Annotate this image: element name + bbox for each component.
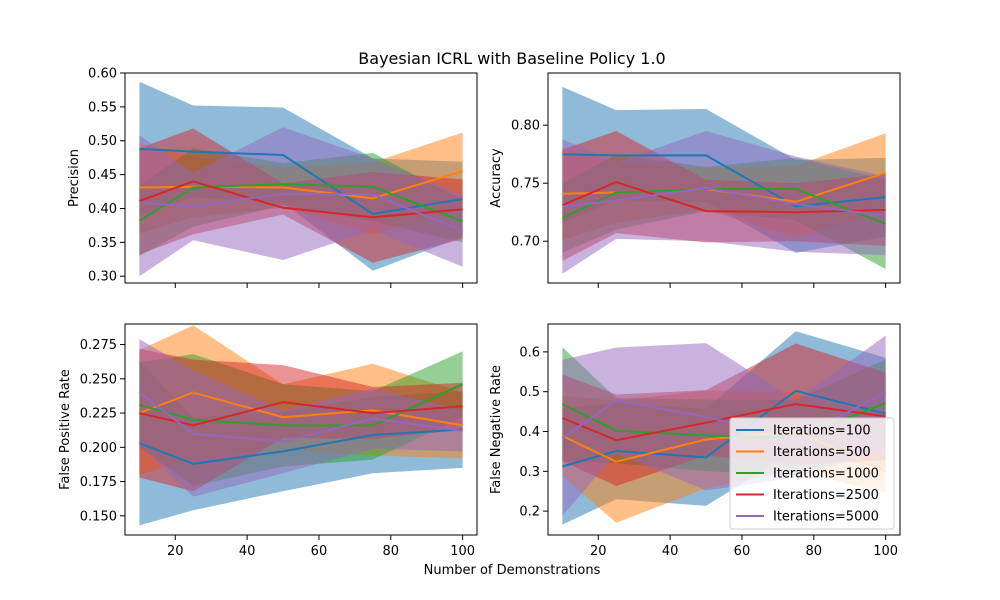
y-tick-label: 0.4	[519, 425, 540, 440]
series-line-iterations-100	[139, 428, 463, 465]
axes-frame	[124, 323, 478, 536]
y-tick-label: 0.2	[519, 505, 540, 520]
y-axis-label: False Negative Rate	[489, 365, 504, 494]
y-tick-label: 0.40	[88, 202, 117, 217]
legend-entry: Iterations=500	[773, 445, 871, 460]
legend-entry: Iterations=100	[773, 424, 871, 439]
y-tick-label: 0.45	[88, 168, 117, 183]
subplot-bottom-left: 20 40 60 80 100 0.150 0.175 0.200 0.225 0.250 0.27…	[58, 323, 478, 559]
y-tick-label: 0.5	[519, 385, 540, 400]
subplot-top-right: 0.70 0.75 0.80 Accuracy	[489, 72, 901, 288]
x-tick-label: 20	[167, 544, 184, 559]
axes-frame	[124, 72, 478, 284]
series-line-iterations-2500	[139, 180, 463, 219]
series-line-iterations-100	[562, 389, 886, 468]
y-axis-label: Precision	[67, 149, 82, 207]
y-axis-label: Accuracy	[489, 148, 504, 208]
legend: Iterations=100 Iterations=500 Iterations=1…	[729, 417, 895, 530]
y-tick-label: 0.3	[519, 465, 540, 480]
y-tick-label: 0.70	[511, 235, 540, 250]
confidence-band-iterations-5000	[139, 127, 463, 277]
y-tick-label: 0.55	[88, 100, 117, 115]
legend-entry: Iterations=5000	[773, 510, 879, 525]
x-tick-label: 60	[311, 544, 328, 559]
y-tick-label: 0.50	[88, 134, 117, 149]
y-tick-label: 0.200	[80, 441, 117, 456]
x-tick-label: 40	[239, 544, 256, 559]
series-line-iterations-5000	[562, 186, 886, 217]
y-tick-label: 0.30	[88, 270, 117, 285]
y-tick-label: 0.6	[519, 345, 540, 360]
y-axis-label: False Positive Rate	[58, 369, 73, 490]
y-tick-label: 0.275	[80, 338, 117, 353]
y-tick-label: 0.225	[80, 407, 117, 422]
subplot-bottom-right: 20 40 60 80 100 0.2 0.3 0.4 0.5 0.6 False Negative…	[489, 323, 901, 559]
series-line-iterations-1000	[561, 188, 886, 225]
x-tick-label: 80	[806, 544, 823, 559]
series-line-iterations-100	[139, 147, 463, 215]
legend-entry: Iterations=1000	[773, 467, 879, 482]
y-tick-label: 0.80	[511, 119, 540, 134]
y-tick-label: 0.35	[88, 236, 117, 251]
confidence-band-iterations-5000	[139, 339, 463, 497]
series-line-iterations-2500	[562, 181, 886, 214]
x-tick-label: 40	[662, 544, 679, 559]
series-line-iterations-500	[139, 391, 463, 427]
subplot-top-left: 0.30 0.35 0.40 0.45 0.50 0.55 0.60 Precision	[67, 67, 478, 288]
y-tick-label: 0.75	[511, 177, 540, 192]
series-line-iterations-2500	[562, 402, 886, 442]
legend-frame	[729, 417, 895, 530]
legend-entry: Iterations=2500	[773, 488, 879, 503]
y-tick-label: 0.175	[80, 475, 117, 490]
series-line-iterations-5000	[139, 192, 463, 232]
y-tick-label: 0.150	[80, 509, 117, 524]
x-tick-label: 20	[590, 544, 607, 559]
x-axis-label: Number of Demonstrations	[424, 563, 601, 578]
axes-frame	[547, 72, 901, 284]
axes-frame	[547, 323, 901, 536]
series-line-iterations-2500	[139, 401, 463, 427]
series-line-iterations-1000	[138, 183, 463, 223]
y-tick-label: 0.60	[88, 67, 117, 82]
figure-title: Bayesian ICRL with Baseline Policy 1.0	[358, 49, 665, 68]
x-tick-label: 100	[873, 544, 898, 559]
series-line-iterations-100	[562, 153, 886, 208]
confidence-band-iterations-5000	[562, 131, 886, 274]
x-tick-label: 60	[734, 544, 751, 559]
x-tick-label: 80	[383, 544, 400, 559]
subplot-grid: 0.30 0.35 0.40 0.45 0.50 0.55 0.60 Precision 0.7…	[58, 67, 901, 559]
x-tick-label: 100	[450, 544, 475, 559]
y-tick-label: 0.250	[80, 372, 117, 387]
series-line-iterations-5000	[138, 391, 463, 443]
